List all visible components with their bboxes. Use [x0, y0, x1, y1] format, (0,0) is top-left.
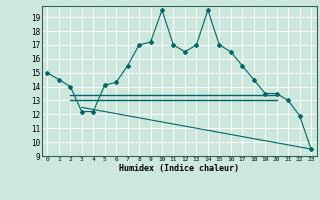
X-axis label: Humidex (Indice chaleur): Humidex (Indice chaleur) [119, 164, 239, 173]
